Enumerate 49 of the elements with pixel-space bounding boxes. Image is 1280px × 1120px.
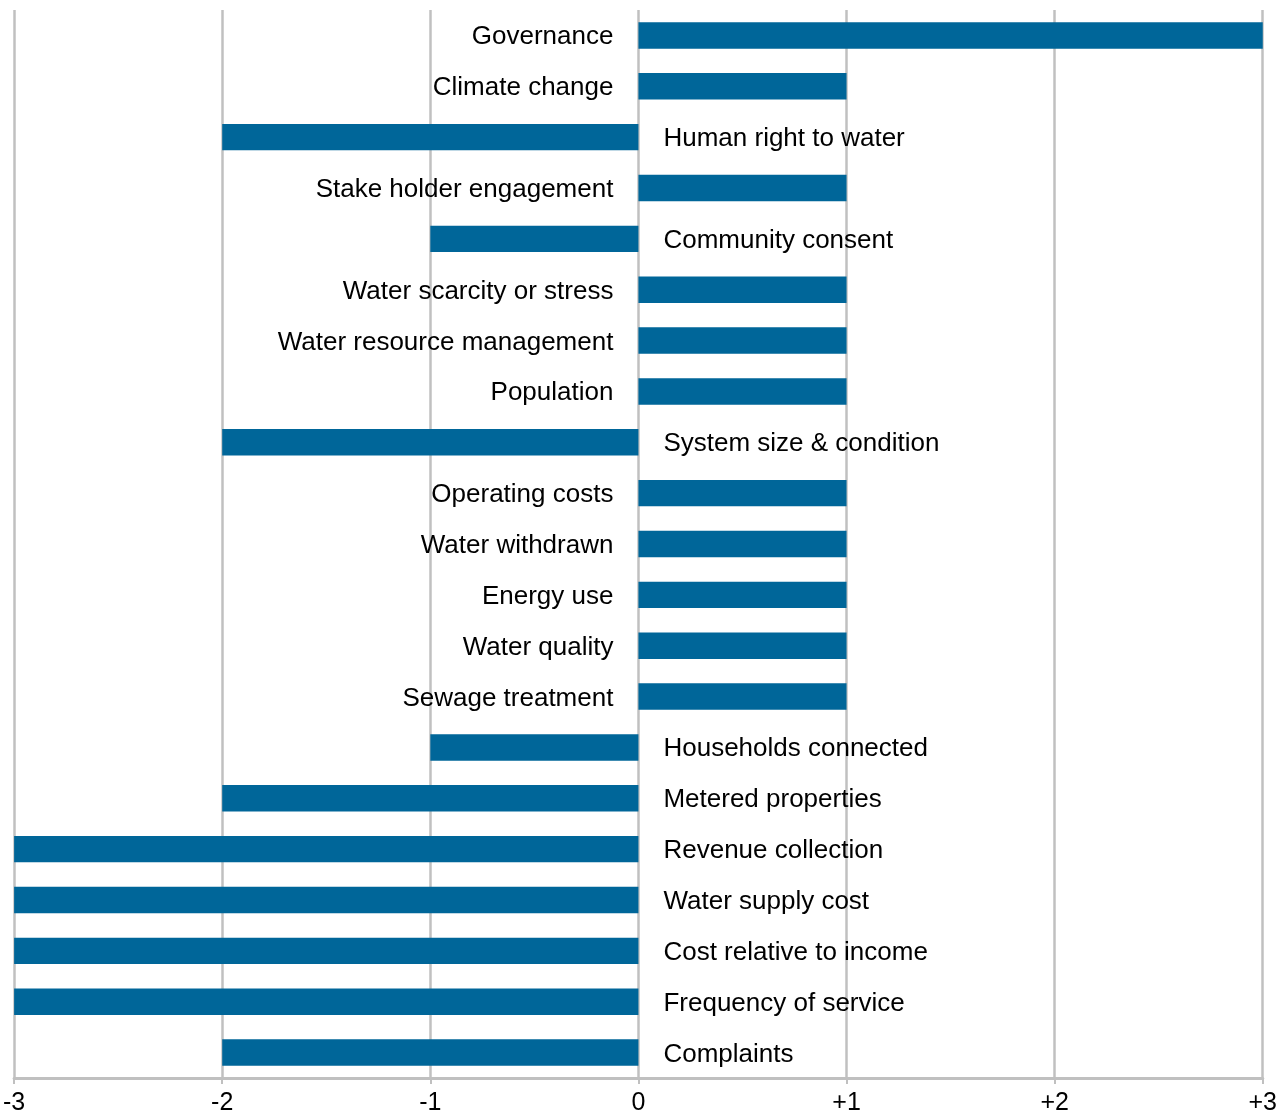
bar (638, 683, 847, 710)
y-tick-label: Operating costs (431, 478, 614, 509)
x-tick-label: -3 (3, 1086, 26, 1115)
y-tick-label: Water supply cost (663, 885, 870, 915)
bar (638, 276, 847, 303)
bar (430, 225, 639, 253)
y-tick-label: Sewage treatment (402, 681, 615, 712)
bar (14, 886, 639, 914)
bar (638, 22, 1263, 49)
bar (638, 632, 847, 659)
y-tick-label: Water withdrawn (420, 529, 614, 559)
bar (638, 479, 847, 507)
bar (638, 530, 847, 558)
y-tick-label: Frequency of service (663, 986, 905, 1017)
y-tick-label: Governance (471, 20, 614, 51)
bar (222, 1039, 639, 1066)
x-tick-label: -1 (419, 1086, 442, 1115)
y-tick-label: Stake holder engagement (315, 173, 615, 203)
bar (14, 937, 639, 965)
bar (638, 378, 847, 405)
bar (14, 988, 639, 1015)
bar (430, 734, 639, 761)
x-tick-label: +1 (832, 1086, 861, 1115)
bar (638, 73, 847, 100)
y-tick-label: Households connected (663, 732, 928, 763)
bar (222, 429, 639, 456)
x-tick-label: +2 (1040, 1086, 1069, 1115)
y-tick-label: Climate change (432, 71, 614, 102)
y-tick-label: System size & condition (663, 427, 940, 458)
bar (638, 327, 847, 354)
y-tick-label: Energy use (481, 579, 614, 610)
y-tick-label: Human right to water (663, 122, 906, 153)
y-tick-label: Metered properties (663, 783, 882, 814)
bar (14, 835, 639, 863)
y-tick-label: Complaints (663, 1037, 794, 1068)
x-tick-label: -2 (211, 1086, 234, 1115)
bar (222, 123, 639, 151)
y-tick-label: Water quality (462, 630, 614, 661)
y-tick-label: Community consent (663, 223, 894, 254)
y-tick-label: Cost relative to income (663, 935, 928, 966)
y-tick-label: Population (490, 376, 614, 407)
x-tick-label: +3 (1248, 1086, 1278, 1115)
y-tick-label: Water scarcity or stress (342, 274, 614, 305)
bar (638, 581, 847, 609)
y-tick-label: Water resource management (277, 325, 615, 356)
y-tick-label: Revenue collection (663, 834, 884, 865)
x-tick-label: 0 (631, 1086, 646, 1115)
bar (222, 785, 639, 812)
bar (638, 174, 847, 202)
